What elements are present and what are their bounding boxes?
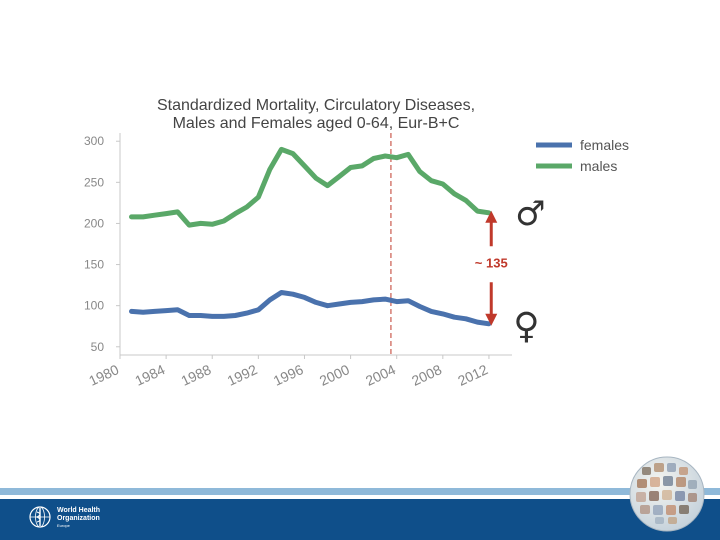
data-point-males xyxy=(279,147,283,151)
x-tick-label: 2000 xyxy=(317,361,352,389)
data-point-males xyxy=(487,211,491,215)
data-point-males xyxy=(464,198,468,202)
data-point-females xyxy=(383,297,387,301)
data-point-females xyxy=(291,292,295,296)
data-point-males xyxy=(418,170,422,174)
data-point-males xyxy=(245,205,249,209)
y-tick-label: 250 xyxy=(84,175,104,189)
annotation-arrow-down-head xyxy=(485,313,498,326)
x-tick-label: 2004 xyxy=(363,361,398,389)
data-point-females xyxy=(279,291,283,295)
y-tick-label: 150 xyxy=(84,258,104,272)
x-tick-label: 1996 xyxy=(271,361,306,389)
data-point-males xyxy=(130,215,134,219)
data-point-females xyxy=(256,308,260,312)
data-point-males xyxy=(395,156,399,160)
annotation-arrow-up-head xyxy=(485,210,498,223)
who-name-line1: World Health xyxy=(57,506,101,514)
data-point-males xyxy=(187,223,191,227)
data-point-females xyxy=(372,298,376,302)
legend-label-males: males xyxy=(580,158,617,174)
data-point-males xyxy=(406,152,410,156)
data-point-females xyxy=(418,304,422,308)
data-point-males xyxy=(337,175,341,179)
y-tick-label: 50 xyxy=(91,340,105,354)
data-point-males xyxy=(199,221,203,225)
data-point-males xyxy=(291,152,295,156)
x-tick-label: 1992 xyxy=(225,361,260,389)
data-point-males xyxy=(429,179,433,183)
chart-title-line1: Standardized Mortality, Circulatory Dise… xyxy=(157,97,475,114)
photo-globe-icon xyxy=(629,456,705,532)
data-point-males xyxy=(372,156,376,160)
data-point-females xyxy=(176,308,180,312)
data-point-males xyxy=(141,215,145,219)
who-name-line2: Organization xyxy=(57,514,100,522)
data-point-males xyxy=(302,164,306,168)
data-point-females xyxy=(314,300,318,304)
who-logo: World Health Organization Europe xyxy=(28,505,100,529)
data-point-females xyxy=(187,314,191,318)
data-point-females xyxy=(199,314,203,318)
data-point-females xyxy=(395,300,399,304)
difference-label: ~ 135 xyxy=(475,255,508,270)
data-point-females xyxy=(153,309,157,313)
data-point-males xyxy=(383,154,387,158)
data-point-males xyxy=(153,213,157,217)
data-point-females xyxy=(164,309,168,313)
data-point-males xyxy=(360,164,364,168)
x-tick-label: 2008 xyxy=(409,361,444,389)
legend-label-females: females xyxy=(580,137,629,153)
series-line-females xyxy=(129,290,492,327)
data-point-females xyxy=(464,317,468,321)
data-point-females xyxy=(302,295,306,299)
male-symbol-icon: ♂ xyxy=(515,194,545,234)
x-tick-label: 2012 xyxy=(455,361,490,389)
data-point-females xyxy=(349,300,353,304)
data-point-males xyxy=(441,182,445,186)
data-point-males xyxy=(233,212,237,216)
data-point-males xyxy=(176,210,180,214)
chart-title-line2: Males and Females aged 0-64, Eur-B+C xyxy=(173,115,460,132)
data-point-females xyxy=(141,310,145,314)
data-point-males xyxy=(475,209,479,213)
data-point-males xyxy=(326,184,330,188)
female-symbol-icon: ♀ xyxy=(513,306,539,347)
who-region: Europe xyxy=(57,522,70,528)
data-point-males xyxy=(210,222,214,226)
data-point-females xyxy=(360,300,364,304)
data-point-females xyxy=(222,314,226,318)
data-point-females xyxy=(406,299,410,303)
data-point-males xyxy=(164,212,168,216)
data-point-females xyxy=(487,322,491,326)
data-point-females xyxy=(475,320,479,324)
data-point-males xyxy=(222,219,226,223)
data-point-females xyxy=(130,309,134,313)
x-tick-label: 1980 xyxy=(86,361,121,389)
series-line-males xyxy=(129,146,492,228)
data-point-females xyxy=(210,314,214,318)
x-tick-label: 1984 xyxy=(132,361,167,389)
data-point-males xyxy=(314,176,318,180)
y-tick-label: 300 xyxy=(84,134,104,148)
data-point-males xyxy=(452,192,456,196)
x-tick-label: 1988 xyxy=(179,361,214,389)
data-point-females xyxy=(337,302,341,306)
data-point-females xyxy=(441,312,445,316)
data-point-males xyxy=(349,166,353,170)
footer-band xyxy=(0,499,720,540)
footer-band-light xyxy=(0,488,720,495)
who-emblem-icon xyxy=(29,506,51,528)
data-point-males xyxy=(256,195,260,199)
data-point-females xyxy=(245,311,249,315)
data-point-females xyxy=(429,309,433,313)
data-point-females xyxy=(268,298,272,302)
y-tick-label: 200 xyxy=(84,216,104,230)
data-point-females xyxy=(326,304,330,308)
y-tick-label: 100 xyxy=(84,299,104,313)
data-point-males xyxy=(268,167,272,171)
data-point-females xyxy=(452,315,456,319)
data-point-females xyxy=(233,314,237,318)
